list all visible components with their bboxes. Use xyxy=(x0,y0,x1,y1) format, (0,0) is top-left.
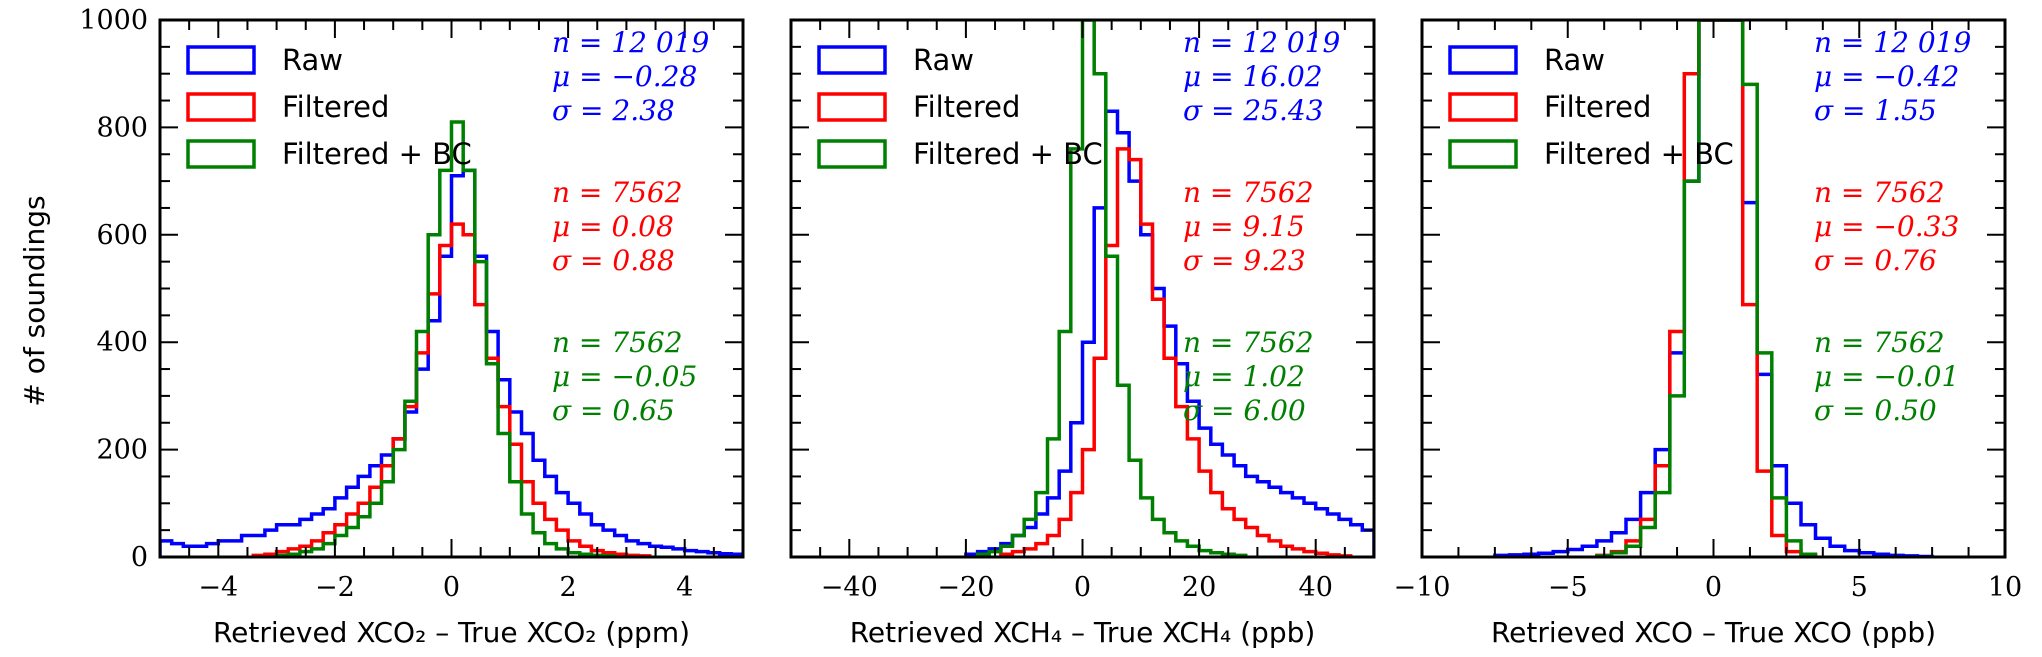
x-tick-label: 4 xyxy=(676,572,693,603)
stat-mu: μ = −0.05 xyxy=(552,360,697,393)
legend-swatch xyxy=(186,45,256,75)
x-axis-label: Retrieved XCO – True XCO (ppb) xyxy=(1491,616,1936,649)
histogram-series-filtered-bc xyxy=(274,120,617,557)
stat-sigma: σ = 0.88 xyxy=(552,244,675,277)
stat-sigma: σ = 25.43 xyxy=(1183,94,1324,127)
x-tick-label: 40 xyxy=(1299,572,1333,603)
stat-mu: μ = −0.28 xyxy=(552,60,697,93)
x-tick-label: 0 xyxy=(443,572,460,603)
histogram-series-group xyxy=(964,20,1374,557)
y-axis-label: # of soundings xyxy=(18,195,51,406)
stat-mu: μ = 16.02 xyxy=(1183,60,1323,93)
stat-n: n = 12 019 xyxy=(552,26,709,59)
x-tick-label: −5 xyxy=(1548,572,1588,603)
stat-mu: μ = 0.08 xyxy=(552,210,674,243)
legend-label: Filtered + BC xyxy=(1544,137,1734,171)
legend: Raw Filtered Filtered + BC xyxy=(1448,43,1734,171)
stat-n: n = 12 019 xyxy=(1183,26,1340,59)
stat-n: n = 7562 xyxy=(1814,176,1945,209)
x-tick-label: 20 xyxy=(1182,572,1216,603)
stat-sigma: σ = 0.50 xyxy=(1814,394,1937,427)
legend-label: Filtered xyxy=(913,90,1020,124)
histogram-series-filtered xyxy=(251,222,652,557)
stat-sigma: σ = 0.76 xyxy=(1814,244,1937,277)
legend-swatch xyxy=(186,92,256,122)
histogram-series-group xyxy=(1493,20,1934,557)
y-tick-label: 600 xyxy=(96,220,148,251)
histogram-series-raw xyxy=(964,109,1374,557)
x-tick-label: −40 xyxy=(821,572,878,603)
legend-label: Raw xyxy=(913,43,974,77)
stat-mu: μ = −0.01 xyxy=(1814,360,1959,393)
legend-label: Filtered + BC xyxy=(282,137,472,171)
stat-n: n = 12 019 xyxy=(1814,26,1971,59)
stat-sigma: σ = 1.55 xyxy=(1814,94,1937,127)
x-tick-label: 10 xyxy=(1988,572,2022,603)
legend: Raw Filtered Filtered + BC xyxy=(817,43,1103,171)
stat-mu: μ = 1.02 xyxy=(1183,360,1305,393)
x-tick-label: −20 xyxy=(937,572,994,603)
legend-swatch xyxy=(186,139,256,169)
x-axis-label: Retrieved XCH₄ – True XCH₄ (ppb) xyxy=(850,616,1316,649)
stat-sigma: σ = 9.23 xyxy=(1183,244,1306,277)
stat-n: n = 7562 xyxy=(1183,326,1314,359)
stat-n: n = 7562 xyxy=(552,326,683,359)
x-tick-label: −4 xyxy=(198,572,238,603)
histogram-series-filtered-bc xyxy=(1595,20,1818,557)
stat-n: n = 7562 xyxy=(1183,176,1314,209)
stat-sigma: σ = 0.65 xyxy=(552,394,675,427)
legend-label: Raw xyxy=(1544,43,1605,77)
legend-swatch xyxy=(817,92,887,122)
x-tick-label: 0 xyxy=(1074,572,1091,603)
legend: Raw Filtered Filtered + BC xyxy=(186,43,472,171)
stat-n: n = 7562 xyxy=(552,176,683,209)
x-tick-label: 5 xyxy=(1851,572,1868,603)
x-tick-label: −2 xyxy=(315,572,355,603)
histogram-series-raw xyxy=(1493,20,1934,557)
legend-label: Filtered xyxy=(282,90,389,124)
x-tick-label: −10 xyxy=(1394,572,1451,603)
stat-sigma: σ = 6.00 xyxy=(1183,394,1306,427)
stat-mu: μ = −0.42 xyxy=(1814,60,1959,93)
legend-label: Filtered xyxy=(1544,90,1651,124)
y-tick-label: 1000 xyxy=(79,5,148,36)
y-tick-label: 200 xyxy=(96,435,148,466)
legend-swatch xyxy=(817,139,887,169)
x-tick-label: 2 xyxy=(560,572,577,603)
legend-swatch xyxy=(1448,139,1518,169)
histogram-series-raw xyxy=(160,168,743,557)
stat-sigma: σ = 2.38 xyxy=(552,94,675,127)
stat-n: n = 7562 xyxy=(1814,326,1945,359)
y-tick-label: 400 xyxy=(96,327,148,358)
stat-mu: μ = −0.33 xyxy=(1814,210,1959,243)
legend-swatch xyxy=(817,45,887,75)
histogram-series-filtered xyxy=(999,147,1353,557)
chart-panel-3: −10 −5 0 5 10 Retrieved XCO – True XCO (ppb) R… xyxy=(1394,18,2022,649)
histogram-series-filtered-bc xyxy=(975,20,1248,557)
legend-swatch xyxy=(1448,92,1518,122)
legend-label: Raw xyxy=(282,43,343,77)
legend-swatch xyxy=(1448,45,1518,75)
histogram-series-group xyxy=(160,120,743,557)
chart-panel-2: −40 −20 0 20 40 Retrieved XCH₄ – True XCH₄ (p… xyxy=(789,18,1376,649)
legend-label: Filtered + BC xyxy=(913,137,1103,171)
y-tick-label: 0 xyxy=(131,542,148,573)
x-tick-label: 0 xyxy=(1705,572,1722,603)
x-axis-label: Retrieved XCO₂ – True XCO₂ (ppm) xyxy=(213,616,690,649)
chart-panel-1: −4 −2 0 2 4 0 200 400 600 800 1000 Retrieved XCO₂ –… xyxy=(79,5,745,649)
stat-mu: μ = 9.15 xyxy=(1183,210,1305,243)
y-tick-label: 800 xyxy=(96,112,148,143)
